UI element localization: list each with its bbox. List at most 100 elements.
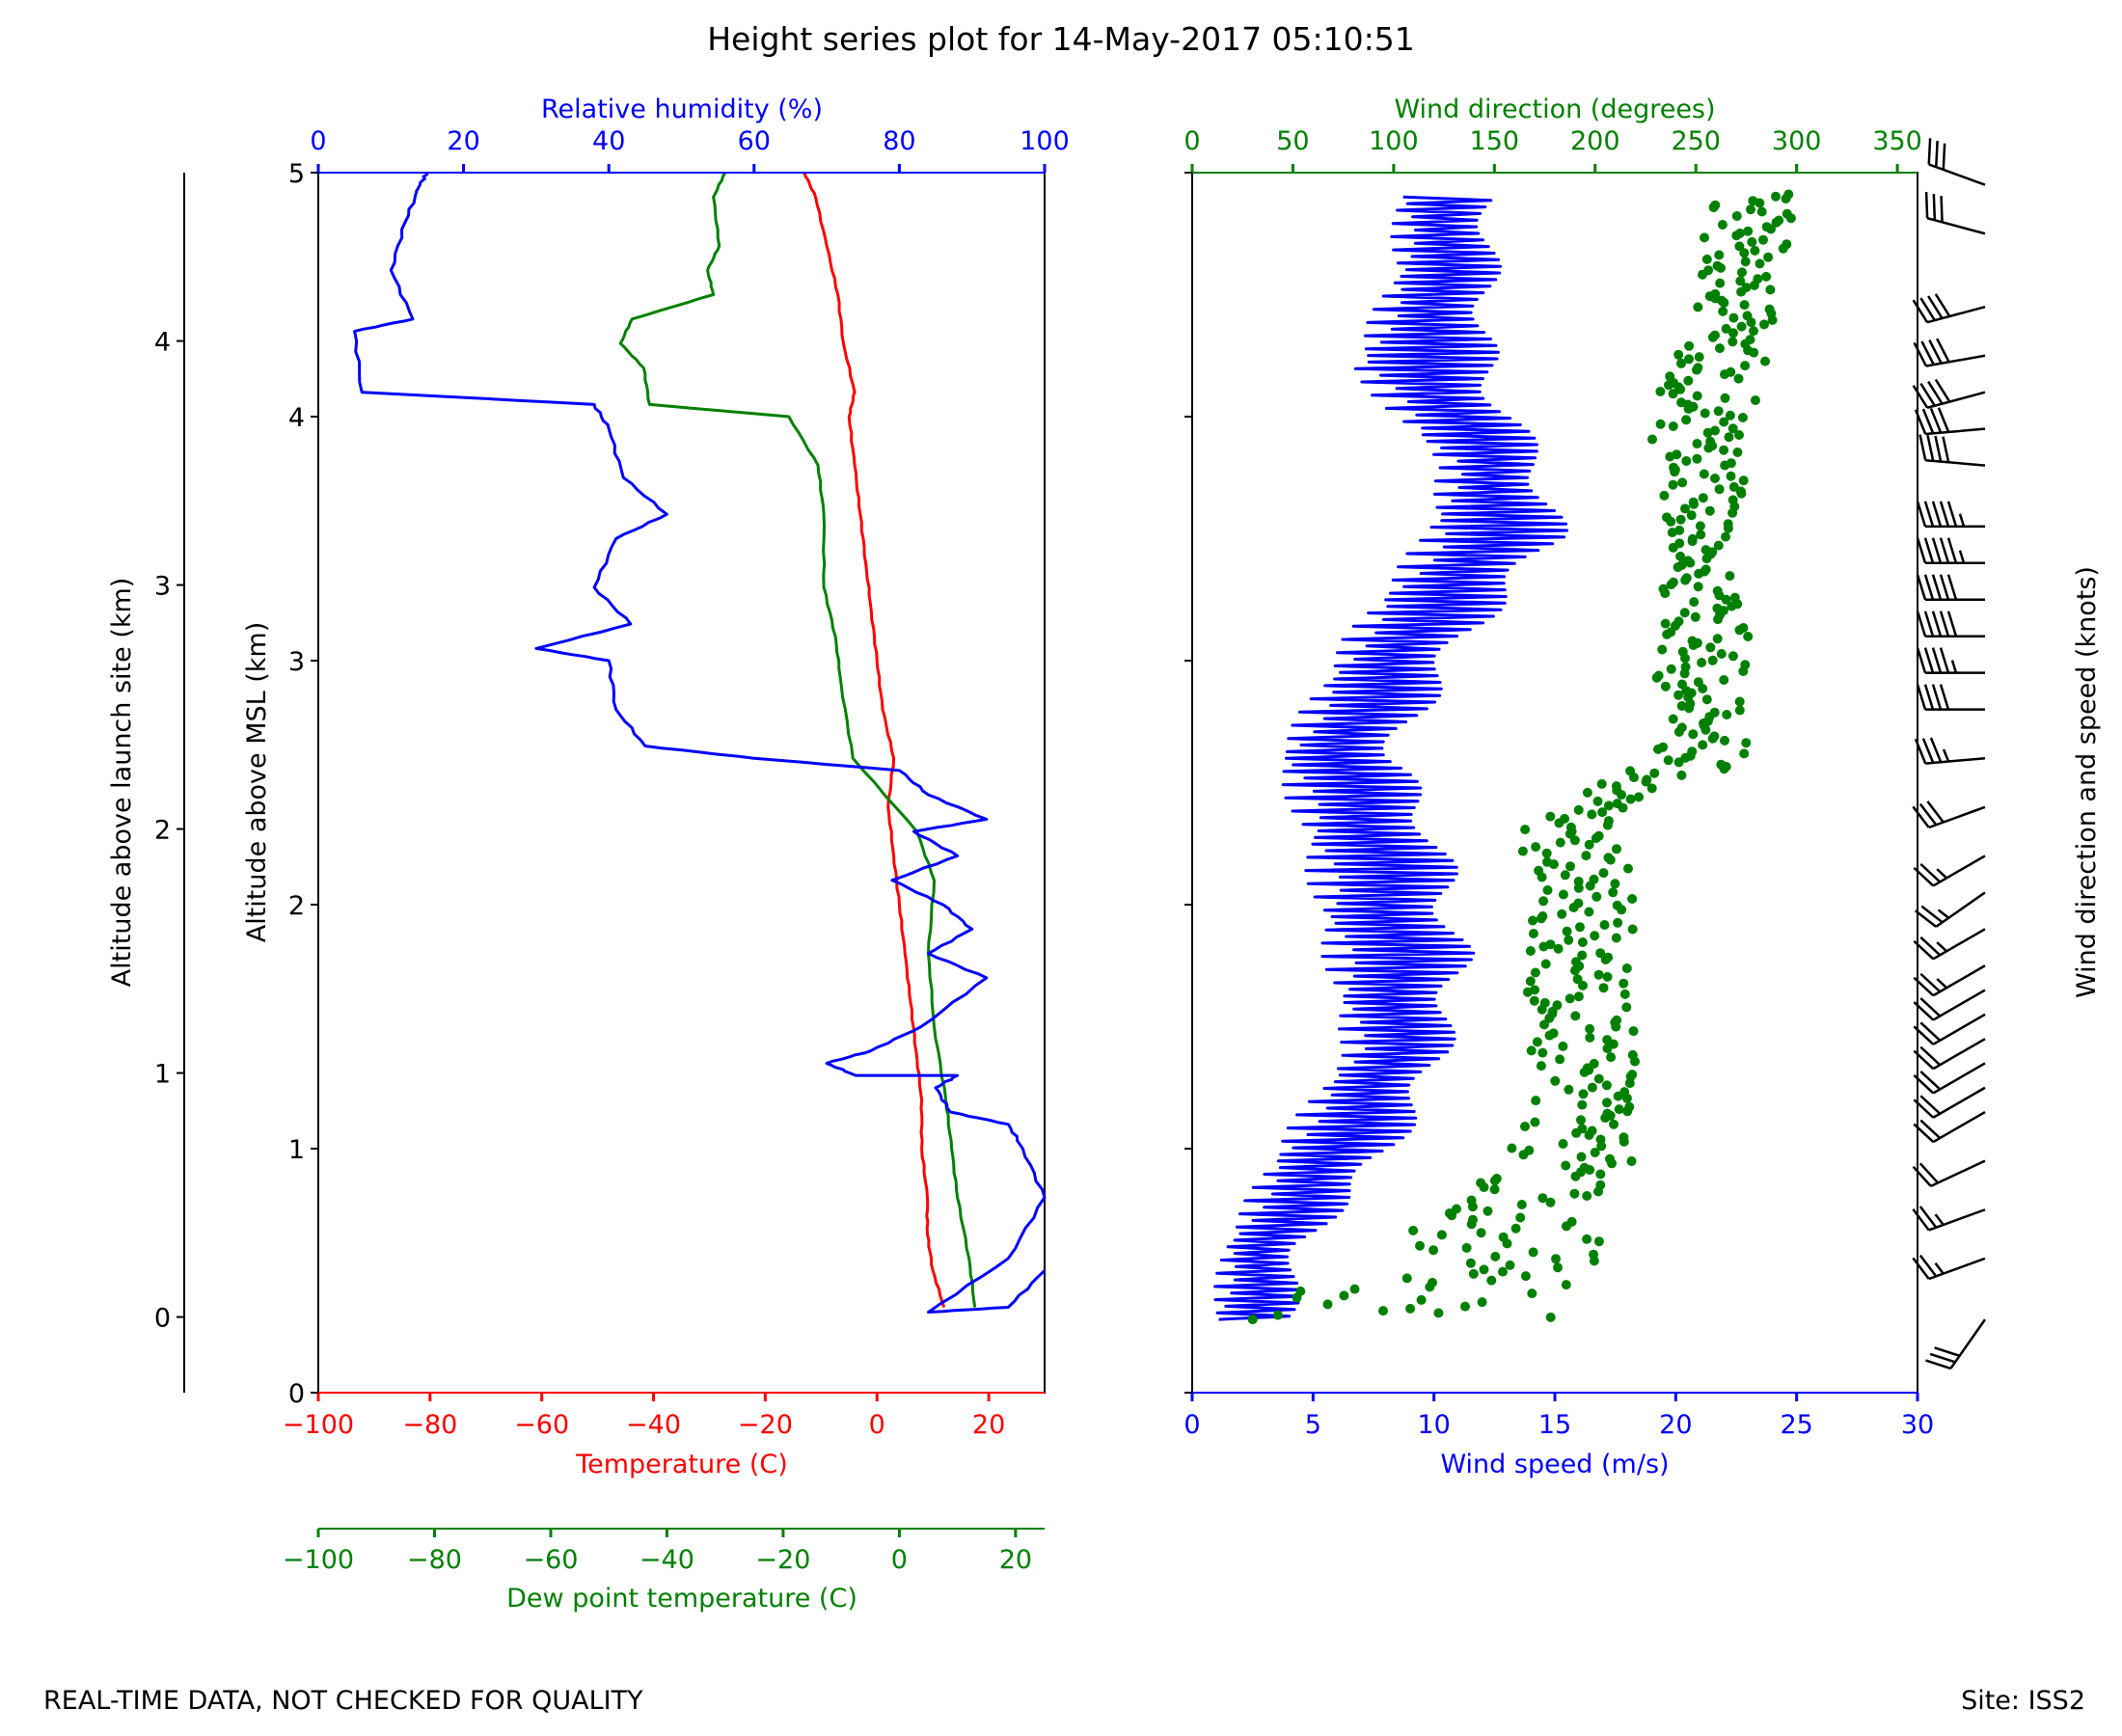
wind-direction-point <box>1764 304 1775 314</box>
wind-barb <box>1913 854 1986 887</box>
wind-direction-point <box>1612 900 1622 910</box>
wind-direction-tick-label: 300 <box>1772 126 1822 156</box>
wind-direction-point <box>1655 419 1666 429</box>
wind-direction-point <box>1709 707 1720 718</box>
wind-direction-point <box>1713 540 1724 551</box>
dewpoint-tick-label: −20 <box>755 1545 810 1575</box>
wind-direction-point <box>1536 1061 1546 1071</box>
wind-direction-point <box>1460 1301 1470 1312</box>
wind-direction-tick-label: 150 <box>1470 126 1520 156</box>
wind-direction-point <box>1663 755 1673 766</box>
launch-altitude-tick-label: 2 <box>154 816 171 846</box>
wind-direction-point <box>1700 232 1709 243</box>
wind-direction-point <box>1718 306 1728 316</box>
wind-barb <box>1913 928 1986 961</box>
msl-altitude-axis-label: Altitude above MSL (km) <box>242 622 272 943</box>
wind-direction-point <box>1688 729 1699 740</box>
wind-direction-point <box>1555 1054 1565 1065</box>
wind-barb <box>1914 737 1986 765</box>
wind-direction-point <box>1592 891 1602 902</box>
wind-direction-point <box>1322 1299 1333 1310</box>
wind-direction-point <box>1734 696 1745 707</box>
wind-direction-tick-label: 350 <box>1872 126 1922 156</box>
wind-direction-point <box>1593 830 1604 841</box>
wind-direction-point <box>1452 1204 1461 1214</box>
wind-barb <box>1913 964 1986 997</box>
wind-direction-point <box>1612 844 1621 854</box>
wind-direction-point <box>1771 191 1781 202</box>
wind-direction-point <box>1649 768 1660 778</box>
wind-direction-point <box>1712 585 1723 596</box>
wind-direction-point <box>1564 993 1575 1004</box>
wind-direction-point <box>1627 1049 1638 1060</box>
wind-direction-point <box>1489 1184 1500 1195</box>
wind-direction-point <box>1520 825 1531 835</box>
wind-direction-point <box>1566 1216 1577 1227</box>
wind-direction-tick-label: 200 <box>1570 126 1620 156</box>
wind-direction-point <box>1666 664 1676 674</box>
wind-direction-point <box>1710 200 1721 210</box>
wind-direction-point <box>1510 1223 1521 1234</box>
wind-direction-point <box>1739 300 1750 311</box>
msl-altitude-tick-label: 1 <box>288 1135 305 1165</box>
wind-direction-point <box>1599 920 1610 930</box>
wind-direction-point <box>1525 946 1536 956</box>
temperature-tick-label: 0 <box>869 1410 885 1440</box>
wind-direction-point <box>1593 969 1604 980</box>
wind-direction-point <box>1561 1280 1571 1290</box>
wind-direction-point <box>1684 354 1694 365</box>
wind-direction-point <box>1545 939 1556 950</box>
launch-altitude-tick-label: 3 <box>154 572 171 602</box>
wind-direction-point <box>1741 738 1752 748</box>
wind-direction-point <box>1755 258 1765 269</box>
wind-direction-point <box>1611 781 1621 792</box>
wind-direction-point <box>1693 363 1703 373</box>
wind-direction-point <box>1719 675 1729 685</box>
wind-direction-point <box>1589 1058 1599 1069</box>
wind-direction-point <box>1739 748 1750 759</box>
msl-altitude-tick-label: 2 <box>288 891 305 921</box>
wind-direction-point <box>1665 371 1675 382</box>
wind-direction-point <box>1596 778 1607 789</box>
wind-direction-point <box>1349 1284 1360 1294</box>
dewpoint-tick-label: 0 <box>891 1545 908 1575</box>
wind-direction-point <box>1700 564 1711 575</box>
wind-barb <box>1912 1206 1986 1232</box>
wind-direction-point <box>1603 800 1614 811</box>
wind-direction-point <box>1745 335 1755 345</box>
wind-direction-point <box>1247 1315 1258 1325</box>
wind-direction-point <box>1573 877 1584 886</box>
wind-direction-point <box>1545 1197 1556 1207</box>
wind-direction-point <box>1527 1288 1537 1299</box>
wind-direction-point <box>1520 1122 1530 1131</box>
humidity-tick-label: 0 <box>310 126 326 156</box>
wind-direction-point <box>1561 1160 1571 1171</box>
wind-direction-point <box>1530 985 1540 995</box>
wind-direction-point <box>1728 337 1738 347</box>
wind-direction-point <box>1405 1303 1416 1314</box>
wind-speed-tick-label: 10 <box>1417 1410 1450 1440</box>
wind-direction-point <box>1461 1242 1472 1253</box>
wind-direction-point <box>1612 799 1622 809</box>
wind-direction-point <box>1782 208 1792 219</box>
wind-direction-point <box>1531 842 1541 853</box>
wind-direction-point <box>1734 241 1745 252</box>
wind-direction-point <box>1719 417 1729 427</box>
wind-direction-point <box>1683 556 1694 566</box>
wind-direction-point <box>1687 636 1698 646</box>
wind-direction-point <box>1697 658 1707 667</box>
wind-direction-point <box>1531 1096 1541 1106</box>
wind-direction-point <box>1720 393 1730 403</box>
wind-direction-point <box>1491 1174 1502 1183</box>
wind-direction-point <box>1542 856 1552 867</box>
dewpoint-axis-label: Dew point temperature (C) <box>506 1584 857 1614</box>
wind-direction-point <box>1710 330 1720 340</box>
wind-direction-point <box>1517 846 1528 856</box>
wind-direction-point <box>1528 929 1538 938</box>
wind-direction-point <box>1746 204 1755 215</box>
temperature-tick-label: −20 <box>738 1410 793 1440</box>
wind-direction-point <box>1720 735 1729 746</box>
wind-direction-point <box>1687 746 1698 757</box>
wind-direction-point <box>1598 868 1609 879</box>
wind-barb <box>1916 610 1985 637</box>
